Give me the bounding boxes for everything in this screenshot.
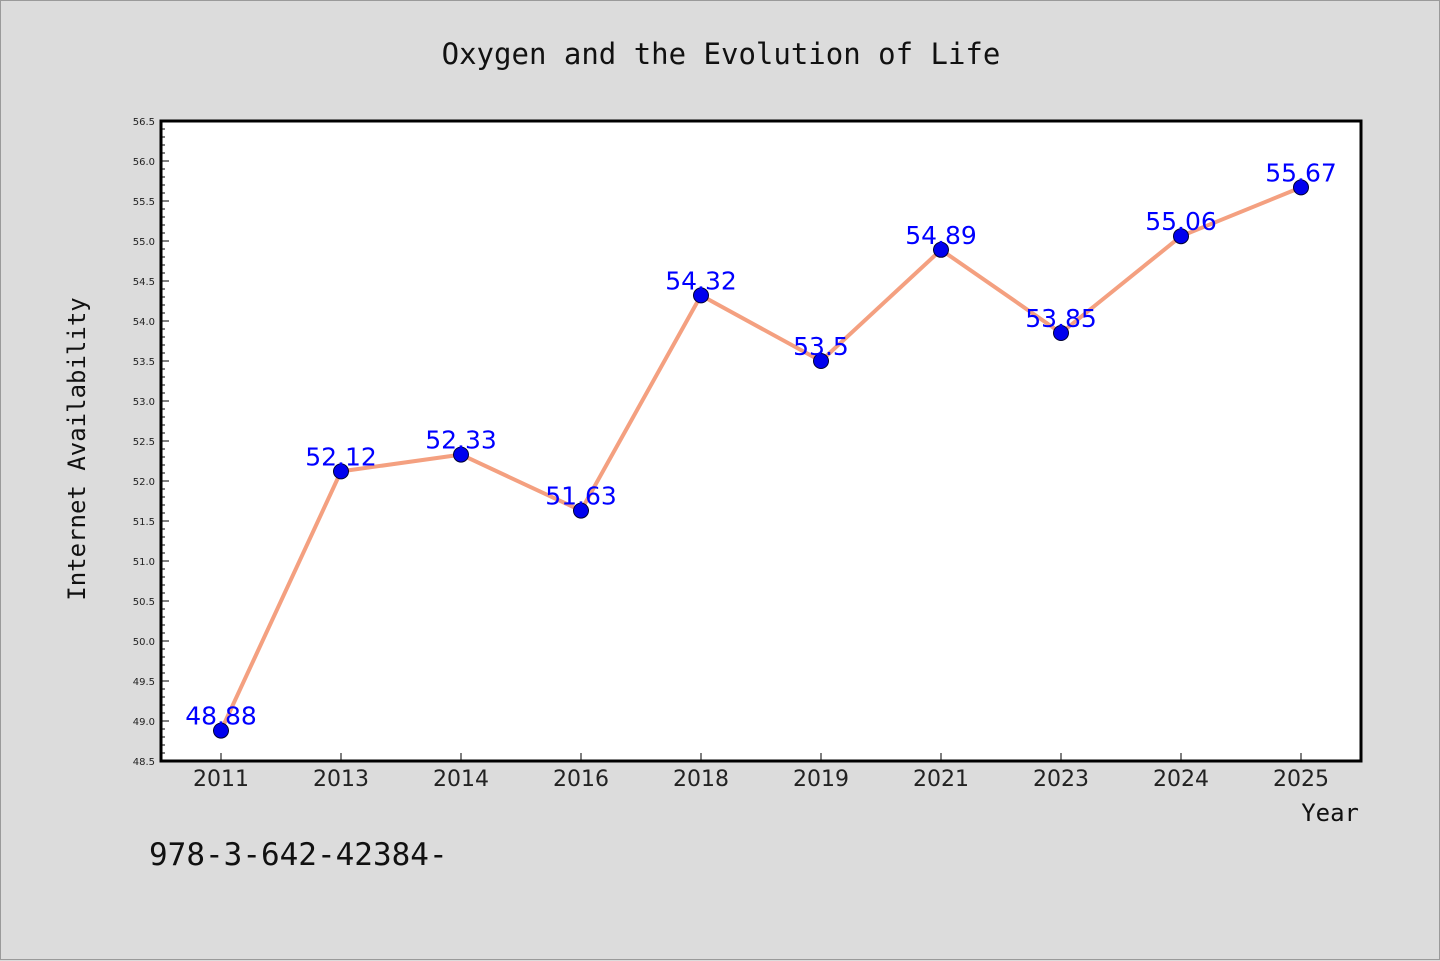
x-tick-label: 2018 bbox=[673, 767, 729, 792]
data-point bbox=[813, 353, 829, 369]
chart-title: Oxygen and the Evolution of Life bbox=[442, 37, 1001, 71]
y-tick-label: 52.0 bbox=[133, 477, 155, 488]
y-tick-label: 54.0 bbox=[133, 317, 155, 328]
y-tick-label: 49.0 bbox=[133, 717, 155, 728]
y-axis-ticks: 48.5 49.0 49.5 50.0 50.5 51.0 51.5 52.0 52.5 53.0… bbox=[133, 117, 169, 768]
footnote-text: 978-3-642-42384- bbox=[149, 837, 448, 873]
y-tick-label: 54.5 bbox=[133, 277, 155, 288]
x-tick-label: 2023 bbox=[1033, 767, 1089, 792]
y-tick-label: 48.5 bbox=[133, 757, 155, 768]
data-label: 53.85 bbox=[1025, 304, 1097, 333]
data-point bbox=[933, 241, 949, 258]
y-tick-label: 50.5 bbox=[133, 597, 155, 608]
x-tick-label: 2014 bbox=[433, 767, 489, 792]
data-point bbox=[693, 287, 709, 304]
data-labels: 48.88 52.12 52.33 51.63 54.32 53.5 54.89 53.85 5… bbox=[185, 158, 1337, 730]
x-tick-label: 2021 bbox=[913, 767, 969, 792]
y-tick-label: 53.5 bbox=[133, 357, 155, 368]
data-point bbox=[1173, 228, 1189, 245]
plot-border bbox=[159, 119, 1363, 763]
data-label: 51.63 bbox=[545, 482, 617, 511]
y-tick-label: 52.5 bbox=[133, 437, 155, 448]
x-tick-label: 2013 bbox=[313, 767, 369, 792]
data-label: 55.67 bbox=[1265, 158, 1337, 187]
data-point bbox=[453, 446, 469, 463]
y-tick-label: 56.0 bbox=[133, 157, 155, 168]
data-point bbox=[1053, 325, 1069, 341]
y-tick-label: 50.0 bbox=[133, 637, 155, 648]
data-label: 52.12 bbox=[305, 442, 377, 471]
y-axis-label: Internet Availability bbox=[63, 297, 91, 600]
data-label: 54.89 bbox=[905, 221, 977, 250]
data-point bbox=[1293, 179, 1309, 196]
x-tick-label: 2016 bbox=[553, 767, 609, 792]
plot-area bbox=[161, 121, 1361, 761]
y-tick-label: 51.5 bbox=[133, 517, 155, 528]
x-tick-label: 2019 bbox=[793, 767, 849, 792]
y-tick-label: 49.5 bbox=[133, 677, 155, 688]
data-label: 54.32 bbox=[665, 266, 737, 295]
y-tick-label: 55.0 bbox=[133, 237, 155, 248]
data-point bbox=[573, 502, 589, 519]
series-line bbox=[219, 185, 1303, 733]
x-axis-ticks: 2011 2013 2014 2016 2018 2019 2021 2023 2024 2025 bbox=[193, 753, 1329, 792]
x-axis-label: Year bbox=[1301, 799, 1359, 827]
x-tick-label: 2011 bbox=[193, 767, 249, 792]
y-tick-label: 53.0 bbox=[133, 397, 155, 408]
data-label: 55.06 bbox=[1145, 207, 1217, 236]
y-tick-label: 55.5 bbox=[133, 197, 155, 208]
y-tick-label: 51.0 bbox=[133, 557, 155, 568]
data-point bbox=[333, 463, 349, 480]
data-point bbox=[213, 722, 229, 739]
x-tick-label: 2025 bbox=[1273, 767, 1329, 792]
y-tick-label: 56.5 bbox=[133, 117, 155, 128]
x-tick-label: 2024 bbox=[1153, 767, 1209, 792]
data-label: 52.33 bbox=[425, 426, 497, 455]
data-series bbox=[213, 179, 1309, 739]
data-label: 48.88 bbox=[185, 702, 257, 731]
data-label: 53.5 bbox=[793, 332, 849, 361]
